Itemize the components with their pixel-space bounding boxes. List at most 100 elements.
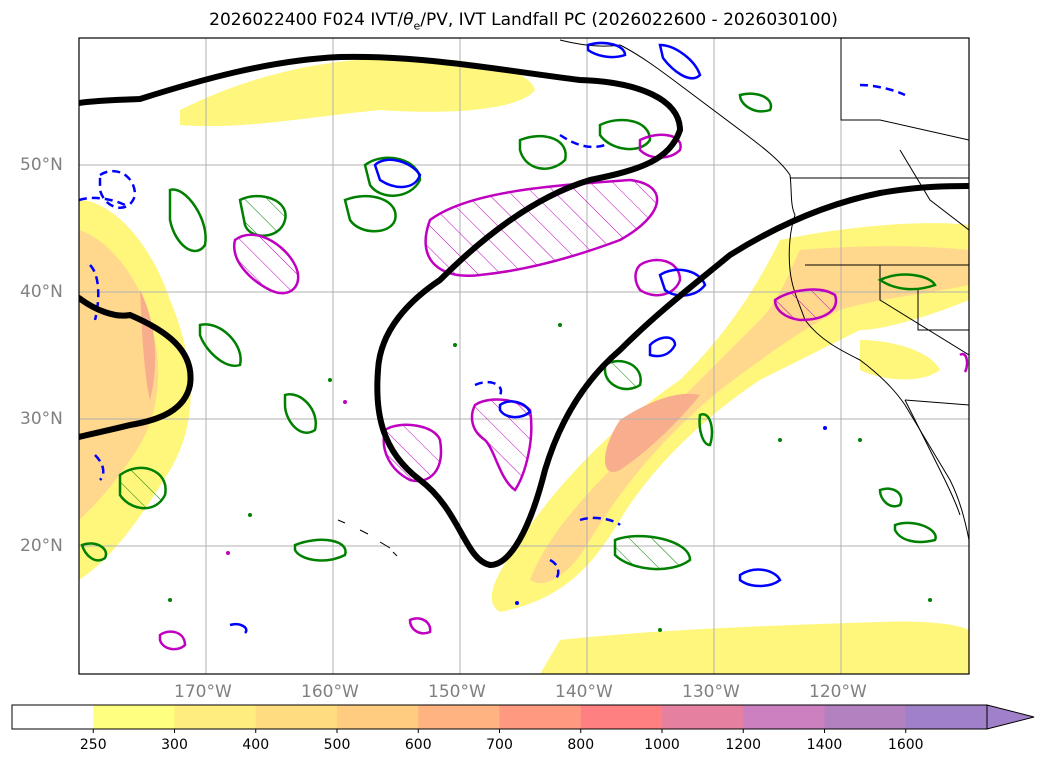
dot-magenta bbox=[343, 400, 347, 404]
colorbar-segment bbox=[580, 705, 663, 729]
title-theta: θ bbox=[403, 10, 414, 30]
colorbar-segment bbox=[662, 705, 744, 729]
colorbar-tick-label: 600 bbox=[404, 737, 432, 753]
dot-magenta bbox=[226, 551, 230, 555]
blue-contour-6 bbox=[586, 41, 627, 59]
blue-dashed-9 bbox=[94, 454, 105, 481]
ivt-band-east bbox=[491, 223, 969, 612]
lat-label-20: 20°N bbox=[20, 536, 63, 556]
blue-dashed-2 bbox=[79, 196, 126, 207]
dot-green bbox=[858, 438, 862, 442]
magenta-contour-1 bbox=[424, 178, 659, 277]
green-contour-3 bbox=[363, 156, 422, 197]
pc-contours bbox=[79, 53, 969, 569]
green-contour-5 bbox=[598, 118, 652, 151]
colorbar-segment bbox=[93, 705, 175, 729]
pc-contour-west bbox=[79, 295, 194, 440]
colorbar-tick-label: 1400 bbox=[806, 737, 843, 753]
colorbar-segment bbox=[905, 705, 988, 729]
dot-green bbox=[928, 598, 932, 602]
dot-green bbox=[558, 323, 562, 327]
green-contour-9 bbox=[283, 392, 318, 434]
colorbar-segment bbox=[743, 705, 825, 729]
map-area bbox=[79, 38, 969, 674]
dot-green bbox=[328, 378, 332, 382]
blue-contour-2 bbox=[658, 268, 707, 297]
border-yukon bbox=[840, 38, 969, 141]
colorbar bbox=[11, 704, 1035, 733]
dot-blue bbox=[823, 426, 827, 430]
green-contour-18 bbox=[877, 273, 937, 291]
colorbar-segment bbox=[824, 705, 907, 729]
lat-label-30: 30°N bbox=[20, 409, 63, 429]
blue-contour-1 bbox=[373, 158, 422, 189]
blue-contour-5 bbox=[498, 400, 532, 419]
magenta-contour-9 bbox=[408, 617, 432, 635]
colorbar-segment bbox=[12, 705, 94, 729]
green-contour-6 bbox=[168, 188, 207, 253]
green-contour-17 bbox=[698, 413, 714, 447]
gridlines bbox=[79, 38, 969, 674]
ivt-band-south bbox=[540, 621, 969, 674]
coast-hawaii bbox=[337, 519, 398, 557]
ivt-band-west-max bbox=[140, 290, 156, 400]
blue-contour-4 bbox=[738, 568, 782, 588]
lat-label-50: 50°N bbox=[20, 155, 63, 175]
blue-contour-3 bbox=[648, 336, 677, 358]
magenta-contour-6 bbox=[634, 258, 682, 297]
blue-dashed-6 bbox=[474, 380, 503, 396]
colorbar-tick-label: 250 bbox=[79, 737, 107, 753]
green-contour-12 bbox=[293, 538, 347, 562]
chart-title: 2026022400 F024 IVT/θe/PV, IVT Landfall … bbox=[0, 10, 1047, 32]
magenta-contour-7 bbox=[638, 133, 682, 159]
magenta-contour-10 bbox=[959, 352, 969, 373]
green-contour-10 bbox=[603, 359, 642, 391]
green-contour-11 bbox=[613, 534, 692, 571]
green-contour-15 bbox=[738, 92, 773, 113]
colorbar-segment bbox=[174, 705, 257, 729]
ivt-patch-ne bbox=[860, 340, 940, 380]
dot-green bbox=[778, 438, 782, 442]
coast-alaska-panhandle bbox=[619, 44, 791, 176]
blue-contour-7 bbox=[658, 43, 702, 80]
ivt-band-east-max bbox=[605, 393, 700, 472]
lon-label-150w: 150°W bbox=[428, 682, 486, 702]
colorbar-extend-arrow bbox=[986, 704, 1035, 730]
colorbar-tick-label: 1200 bbox=[725, 737, 762, 753]
green-contour-8 bbox=[118, 466, 167, 510]
colorbar-tick-label: 800 bbox=[567, 737, 595, 753]
dot-green bbox=[658, 628, 662, 632]
title-prefix: 2026022400 F024 IVT/ bbox=[209, 10, 404, 30]
lon-label-140w: 140°W bbox=[555, 682, 613, 702]
magenta-contour-2 bbox=[232, 233, 300, 295]
lon-label-120w: 120°W bbox=[809, 682, 867, 702]
scattered-dots bbox=[168, 323, 932, 632]
magenta-contour-5 bbox=[773, 288, 838, 322]
border-us-mexico bbox=[904, 399, 969, 406]
colorbar-tick-label: 700 bbox=[486, 737, 513, 753]
dot-green bbox=[453, 343, 457, 347]
pv-magenta-contours bbox=[158, 133, 969, 651]
map-frame bbox=[78, 37, 970, 675]
colorbar-tick-label: 1600 bbox=[887, 737, 924, 753]
dot-green bbox=[168, 598, 172, 602]
ivt-band-north bbox=[180, 57, 535, 127]
title-suffix: /PV, IVT Landfall PC (2026022600 - 20260… bbox=[420, 10, 838, 30]
border-nv-az bbox=[917, 290, 969, 331]
blue-dashed-5 bbox=[579, 516, 621, 526]
lat-label-40: 40°N bbox=[20, 282, 63, 302]
ivt-band-east-core bbox=[530, 246, 969, 584]
pv-blue-dashed-contours bbox=[79, 83, 906, 581]
colorbar-segment bbox=[255, 705, 338, 729]
green-contour-13 bbox=[878, 487, 903, 508]
magenta-contour-8 bbox=[158, 630, 187, 651]
green-contour-4 bbox=[518, 134, 567, 170]
pv-blue-contours bbox=[229, 41, 782, 634]
colorbar-segment bbox=[499, 705, 582, 729]
lon-label-160w: 160°W bbox=[301, 682, 359, 702]
colorbar-tick-label: 500 bbox=[323, 737, 351, 753]
lon-label-130w: 130°W bbox=[682, 682, 740, 702]
lon-label-170w: 170°W bbox=[174, 682, 232, 702]
dot-green bbox=[248, 513, 252, 517]
blue-dashed-7 bbox=[549, 558, 560, 581]
